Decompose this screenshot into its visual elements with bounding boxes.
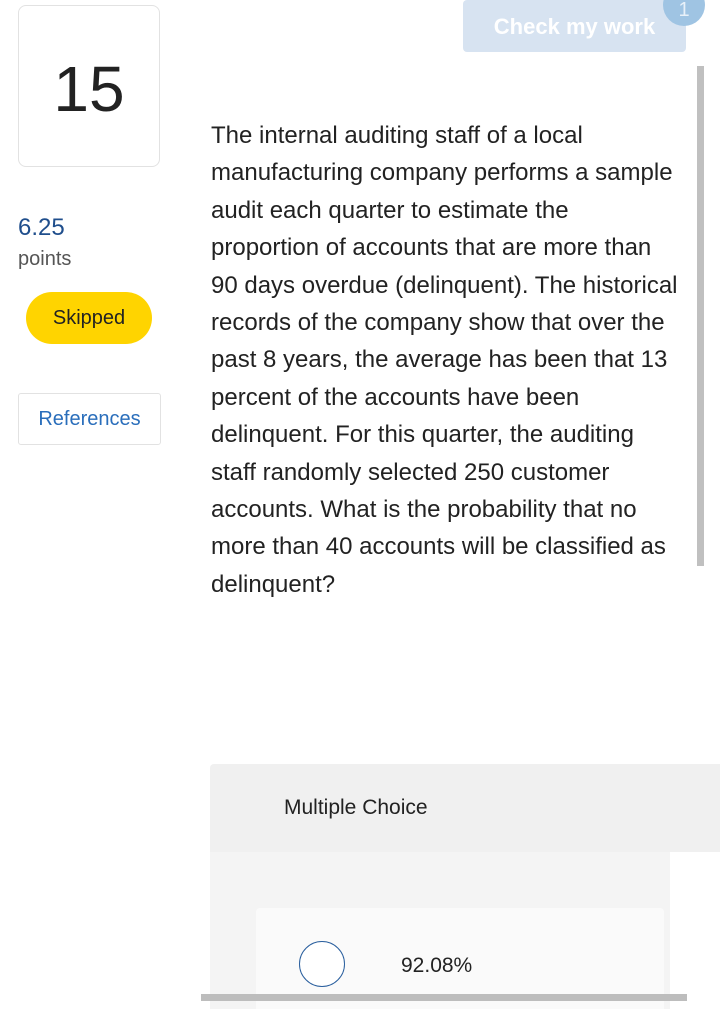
check-my-work-button[interactable]: Check my work: [463, 0, 686, 52]
vertical-scrollbar[interactable]: [697, 66, 704, 566]
question-number: 15: [53, 53, 125, 125]
radio-button[interactable]: [299, 941, 345, 987]
answer-option[interactable]: 92.08%: [256, 908, 664, 1009]
horizontal-scrollbar[interactable]: [201, 994, 687, 1001]
question-text: The internal auditing staff of a local m…: [211, 122, 678, 598]
multiple-choice-title: Multiple Choice: [284, 796, 428, 819]
points-value: 6.25: [18, 214, 65, 241]
multiple-choice-header: Multiple Choice: [210, 764, 720, 852]
skipped-status-badge: Skipped: [26, 292, 152, 344]
question-number-box: 15: [18, 5, 160, 167]
points-label: points: [18, 248, 72, 270]
references-button[interactable]: References: [18, 393, 161, 445]
answer-option-label[interactable]: 92.08%: [401, 954, 473, 977]
